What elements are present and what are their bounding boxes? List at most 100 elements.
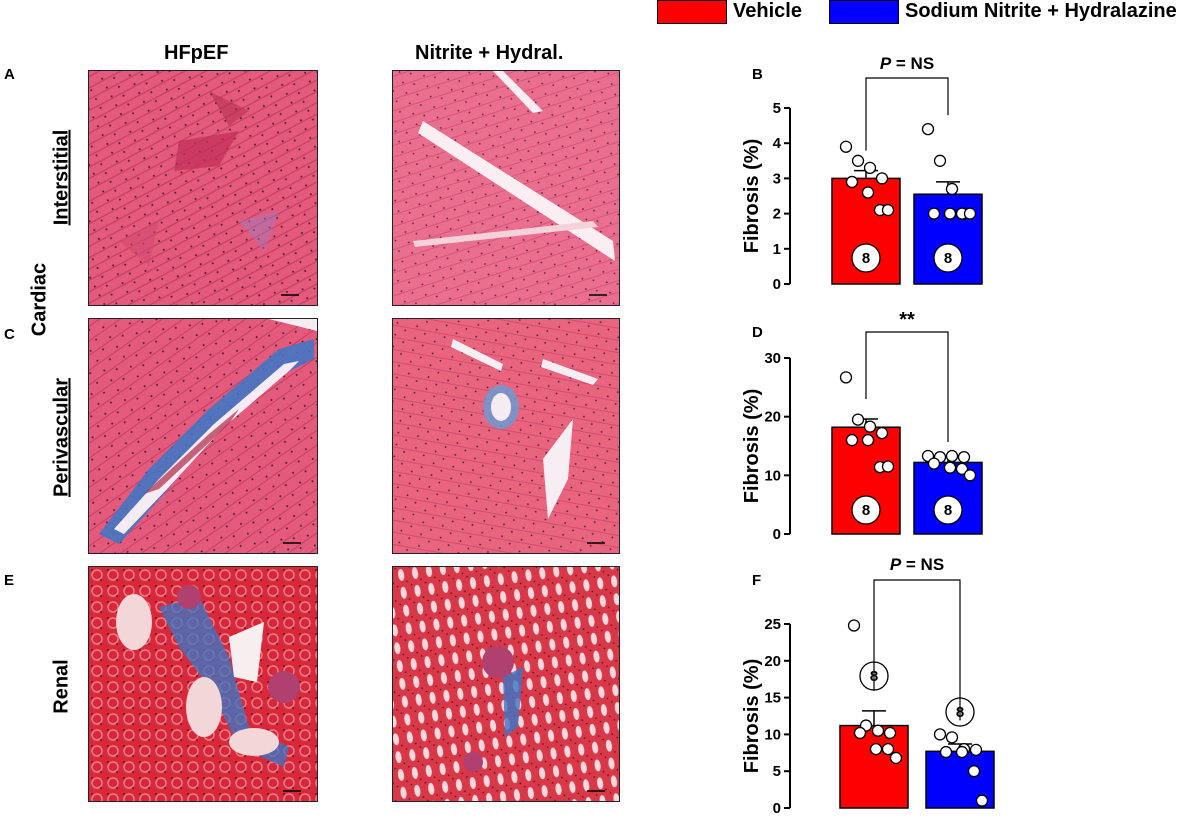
- panel-f-point-treated: [975, 794, 989, 807]
- panel-b-point-vehicle: [851, 154, 865, 167]
- panel-d-point-treated: [943, 461, 957, 474]
- micrograph-perivascular-treated: [392, 318, 620, 554]
- panel-f-y-tick-label: 25: [764, 616, 781, 633]
- panel-b-point-vehicle: [845, 175, 859, 189]
- row-label-perivascular: Perivascular: [50, 378, 73, 497]
- panel-b-significance-text: = NS: [891, 54, 934, 73]
- micrograph-renal-hfpef: [88, 566, 318, 802]
- panel-f-point-treated: [945, 731, 959, 744]
- panel-d-y-tick-label: 20: [764, 409, 781, 426]
- panel-d-y-tick-label: 30: [764, 350, 781, 367]
- panel-d-significance-text: **: [899, 309, 915, 331]
- panel-b-significance-p: P: [880, 54, 892, 73]
- row-label-interstitial: Interstitial: [50, 129, 73, 226]
- panel-d-point-treated: [955, 462, 969, 476]
- micrograph-perivascular-hfpef: [88, 318, 318, 554]
- panel-d-point-vehicle: [875, 426, 889, 440]
- panel-d-point-vehicle: [851, 413, 865, 426]
- panel-f-y-axis-label: Fibrosis (%): [741, 659, 763, 773]
- panel-f-point-treated: [969, 743, 983, 757]
- micrograph-renal-treated-image: [393, 567, 619, 801]
- panel-f-y-tick-label: 10: [764, 726, 781, 743]
- panel-b-point-vehicle: [875, 172, 889, 185]
- legend-swatch-vehicle: [657, 0, 727, 24]
- panel-d-point-treated: [963, 469, 977, 482]
- panel-b-y-tick-label: 1: [773, 241, 781, 258]
- panel-d-point-vehicle: [881, 460, 895, 473]
- panel-d-significance-bracket: [865, 331, 949, 442]
- panel-b-significance-bracket: [865, 77, 949, 151]
- panel-f-y-tick-label: 20: [764, 653, 781, 670]
- micrograph-renal-treated: [392, 566, 620, 802]
- panel-d-point-vehicle: [845, 433, 859, 447]
- panel-b-significance-label: P = NS: [880, 54, 934, 73]
- panel-b-point-vehicle: [863, 161, 877, 174]
- panel-f-point-vehicle: [869, 742, 883, 756]
- column-title-treated: Nitrite + Hydral.: [415, 42, 564, 64]
- panel-d-point-vehicle: [839, 371, 853, 384]
- panel-d-point-treated: [957, 450, 971, 464]
- micrograph-renal-hfpef-image: [89, 567, 317, 801]
- panel-b-y-tick-label: 0: [773, 276, 781, 293]
- panel-letter-e: E: [4, 572, 15, 589]
- panel-b-y-tick-label: 2: [773, 206, 781, 223]
- panel-f-point-vehicle: [853, 726, 867, 740]
- micrograph-perivascular-hfpef-image: [89, 319, 317, 553]
- panel-f-point-vehicle: [871, 724, 885, 737]
- panel-b-point-treated: [933, 154, 947, 167]
- panel-d-point-treated: [945, 449, 959, 463]
- panel-b-n-label-vehicle: 8: [862, 250, 870, 267]
- panel-b-y-tick-label: 5: [773, 100, 781, 117]
- panel-letter-a: A: [4, 66, 15, 83]
- micrograph-interstitial-treated-image: [393, 71, 619, 305]
- panel-f-point-treated: [933, 728, 947, 741]
- panel-f-point-vehicle: [889, 751, 903, 765]
- panel-f-significance-text: = NS: [901, 555, 944, 574]
- panel-d-y-tick-label: 10: [764, 467, 781, 484]
- panel-f-point-treated: [967, 765, 981, 778]
- panel-f-significance-bracket: [873, 579, 961, 721]
- panel-d-n-badge-vehicle: [851, 495, 881, 525]
- chart-panel-b: 0 1 2 3 4 5 Fibrosis (%) 8 8 P = NS: [741, 54, 983, 293]
- panel-d-point-vehicle: [861, 433, 875, 447]
- panel-d-point-treated: [927, 457, 941, 470]
- panel-b-point-treated: [921, 122, 935, 136]
- panel-f-point-vehicle: [883, 726, 897, 740]
- panel-b-point-vehicle: [881, 203, 895, 217]
- panel-d-n-badge-treated: [933, 495, 963, 525]
- panel-b-point-treated: [963, 207, 977, 220]
- row-label-cardiac: Cardiac: [28, 262, 51, 337]
- panel-b-n-label-treated: 8: [944, 250, 952, 267]
- panel-f-point-vehicle: [881, 742, 895, 756]
- panel-letter-b: B: [752, 66, 763, 83]
- panel-letter-d: D: [752, 324, 763, 341]
- panel-b-point-treated: [943, 207, 957, 220]
- panel-letter-c: C: [4, 326, 15, 343]
- panel-d-n-label-treated: 8: [944, 502, 952, 519]
- micrograph-perivascular-treated-image: [393, 319, 619, 553]
- panel-d-y-axis-label: Fibrosis (%): [741, 389, 763, 503]
- panel-b-point-vehicle: [839, 140, 853, 153]
- panel-d-significance-label: **: [899, 309, 915, 331]
- panel-d-y-tick-label: 0: [773, 526, 781, 543]
- panel-b-n-badge-treated: [933, 243, 963, 273]
- panel-b-y-tick-label: 4: [773, 135, 782, 152]
- panel-b-point-treated: [945, 182, 959, 196]
- panel-b-point-vehicle: [861, 186, 875, 199]
- panel-f-significance-label: P = NS: [890, 555, 944, 574]
- panel-f-point-vehicle: [847, 619, 861, 632]
- row-label-renal: Renal: [50, 659, 73, 714]
- micrograph-interstitial-hfpef-image: [89, 71, 317, 305]
- panel-f-significance-p: P: [890, 555, 902, 574]
- panel-f-point-treated: [955, 745, 969, 759]
- panel-b-point-treated: [927, 207, 941, 220]
- column-title-hfpef: HFpEF: [164, 42, 229, 64]
- legend-label-treated: Sodium Nitrite + Hydralazine: [905, 0, 1177, 22]
- panel-f-point-treated: [939, 745, 953, 759]
- panel-f-y-tick-label: 5: [773, 763, 781, 780]
- micrograph-interstitial-hfpef: [88, 70, 318, 306]
- panel-f-y-tick-label: 0: [773, 800, 781, 817]
- panel-f-bar-vehicle: [839, 724, 909, 809]
- chart-panel-d: 0 10 20 30 Fibrosis (%) 8 8 **: [741, 309, 983, 543]
